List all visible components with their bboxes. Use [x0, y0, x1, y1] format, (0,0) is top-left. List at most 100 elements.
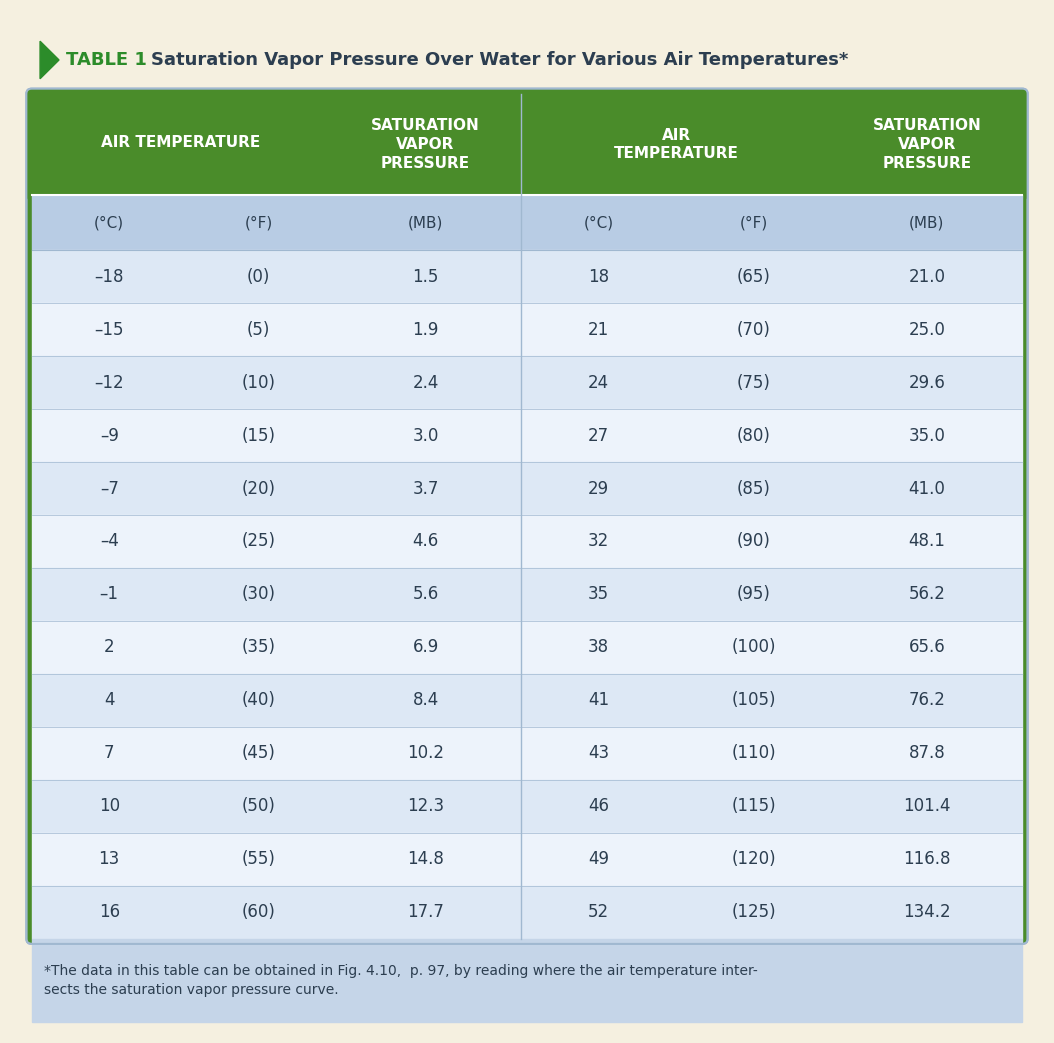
Text: 6.9: 6.9 — [412, 638, 438, 656]
Text: (40): (40) — [241, 692, 275, 709]
Bar — [32, 250, 1022, 304]
Text: (°F): (°F) — [245, 215, 273, 231]
Bar — [32, 31, 1022, 89]
Text: 21: 21 — [588, 320, 609, 339]
Text: *The data in this table can be obtained in Fig. 4.10,  p. 97, by reading where t: *The data in this table can be obtained … — [44, 964, 758, 997]
Text: (35): (35) — [241, 638, 275, 656]
Text: 32: 32 — [588, 533, 609, 551]
Text: (°C): (°C) — [94, 215, 124, 231]
Text: (80): (80) — [737, 427, 770, 444]
Text: 41.0: 41.0 — [909, 480, 945, 498]
Text: 35.0: 35.0 — [909, 427, 945, 444]
Text: 52: 52 — [588, 903, 609, 921]
Text: (105): (105) — [731, 692, 776, 709]
Text: 4.6: 4.6 — [412, 533, 438, 551]
Text: 3.0: 3.0 — [412, 427, 438, 444]
Bar — [32, 832, 1022, 886]
Text: 46: 46 — [588, 797, 609, 816]
Text: 87.8: 87.8 — [909, 745, 945, 762]
Text: 27: 27 — [588, 427, 609, 444]
Text: (15): (15) — [241, 427, 275, 444]
Text: (70): (70) — [737, 320, 770, 339]
Text: Saturation Vapor Pressure Over Water for Various Air Temperatures*: Saturation Vapor Pressure Over Water for… — [151, 51, 848, 69]
Text: 12.3: 12.3 — [407, 797, 444, 816]
Text: 16: 16 — [99, 903, 120, 921]
Text: 4: 4 — [104, 692, 115, 709]
Text: 2.4: 2.4 — [412, 373, 438, 391]
Text: –15: –15 — [95, 320, 124, 339]
Text: AIR
TEMPERATURE: AIR TEMPERATURE — [613, 127, 739, 162]
Text: (95): (95) — [737, 585, 770, 604]
Text: 3.7: 3.7 — [412, 480, 438, 498]
Polygon shape — [40, 42, 59, 79]
Text: –1: –1 — [100, 585, 119, 604]
Text: 1.5: 1.5 — [412, 268, 438, 286]
Text: (45): (45) — [241, 745, 275, 762]
Text: (25): (25) — [241, 533, 275, 551]
Text: (MB): (MB) — [408, 215, 444, 231]
Text: 41: 41 — [588, 692, 609, 709]
Text: (125): (125) — [731, 903, 776, 921]
Bar — [32, 356, 1022, 409]
Text: (90): (90) — [737, 533, 770, 551]
Text: (75): (75) — [737, 373, 770, 391]
FancyBboxPatch shape — [26, 89, 1028, 200]
Bar — [32, 409, 1022, 462]
Text: 14.8: 14.8 — [407, 850, 444, 868]
Bar — [32, 195, 1022, 250]
Text: 35: 35 — [588, 585, 609, 604]
Text: (120): (120) — [731, 850, 776, 868]
Text: 24: 24 — [588, 373, 609, 391]
Text: (5): (5) — [247, 320, 270, 339]
Text: 29.6: 29.6 — [909, 373, 945, 391]
Text: (65): (65) — [737, 268, 770, 286]
Bar — [32, 621, 1022, 674]
Text: 49: 49 — [588, 850, 609, 868]
Bar — [32, 304, 1022, 356]
Text: 7: 7 — [104, 745, 115, 762]
Text: 2: 2 — [104, 638, 115, 656]
Text: –18: –18 — [95, 268, 124, 286]
Text: 29: 29 — [588, 480, 609, 498]
Bar — [32, 939, 1022, 1022]
Text: 17.7: 17.7 — [407, 903, 444, 921]
Text: 5.6: 5.6 — [412, 585, 438, 604]
Text: 13: 13 — [99, 850, 120, 868]
Bar — [32, 515, 1022, 568]
Text: 25.0: 25.0 — [909, 320, 945, 339]
Text: 1.9: 1.9 — [412, 320, 438, 339]
Text: (85): (85) — [737, 480, 770, 498]
Text: TABLE 1: TABLE 1 — [66, 51, 148, 69]
Text: 56.2: 56.2 — [909, 585, 945, 604]
Text: –12: –12 — [95, 373, 124, 391]
Bar — [32, 727, 1022, 780]
Text: –7: –7 — [100, 480, 119, 498]
Text: 21.0: 21.0 — [909, 268, 945, 286]
Text: (30): (30) — [241, 585, 275, 604]
Bar — [32, 568, 1022, 621]
Bar — [32, 886, 1022, 939]
Text: 134.2: 134.2 — [903, 903, 951, 921]
Text: 101.4: 101.4 — [903, 797, 951, 816]
Text: 48.1: 48.1 — [909, 533, 945, 551]
Text: 76.2: 76.2 — [909, 692, 945, 709]
Text: (MB): (MB) — [910, 215, 944, 231]
Text: –9: –9 — [100, 427, 119, 444]
Text: 65.6: 65.6 — [909, 638, 945, 656]
Bar — [32, 780, 1022, 832]
Text: (60): (60) — [241, 903, 275, 921]
Bar — [32, 462, 1022, 515]
Text: 10: 10 — [99, 797, 120, 816]
Text: SATURATION
VAPOR
PRESSURE: SATURATION VAPOR PRESSURE — [873, 119, 981, 171]
Text: (55): (55) — [241, 850, 275, 868]
Text: 43: 43 — [588, 745, 609, 762]
Text: 8.4: 8.4 — [412, 692, 438, 709]
Text: (20): (20) — [241, 480, 275, 498]
Text: (0): (0) — [247, 268, 270, 286]
Text: 38: 38 — [588, 638, 609, 656]
Text: (°C): (°C) — [584, 215, 613, 231]
Text: AIR TEMPERATURE: AIR TEMPERATURE — [101, 135, 260, 150]
Text: (100): (100) — [731, 638, 776, 656]
Text: (50): (50) — [241, 797, 275, 816]
Text: (115): (115) — [731, 797, 776, 816]
